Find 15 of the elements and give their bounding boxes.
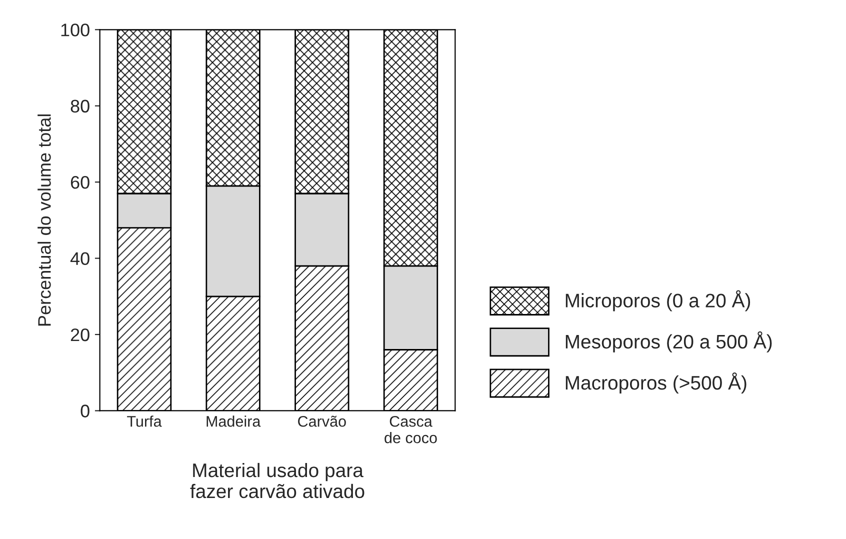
y-tick-label: 40 (70, 252, 90, 266)
y-tick-label: 80 (70, 100, 90, 113)
x-axis-title: Material usado para fazer carvão ativado (190, 462, 364, 498)
x-tick-label: Casca de coco (384, 416, 437, 444)
y-tick-label: 60 (70, 176, 90, 189)
legend-label: Mesoporos (20 a 500 Å) (566, 331, 772, 352)
y-tick-label: 0 (80, 404, 90, 418)
x-tick-label: Turfa (127, 416, 162, 427)
legend-label: Macroporos (>500 Å) (566, 372, 746, 394)
legend-label: Microporos (0 a 20 Å) (566, 290, 750, 312)
x-tick-label: Madeira (206, 416, 261, 427)
y-tick-label: 20 (70, 328, 90, 342)
y-axis-title: Percentual do volume total (38, 114, 51, 326)
y-tick-label: 100 (61, 24, 90, 36)
x-tick-label: Carvão (298, 416, 346, 427)
